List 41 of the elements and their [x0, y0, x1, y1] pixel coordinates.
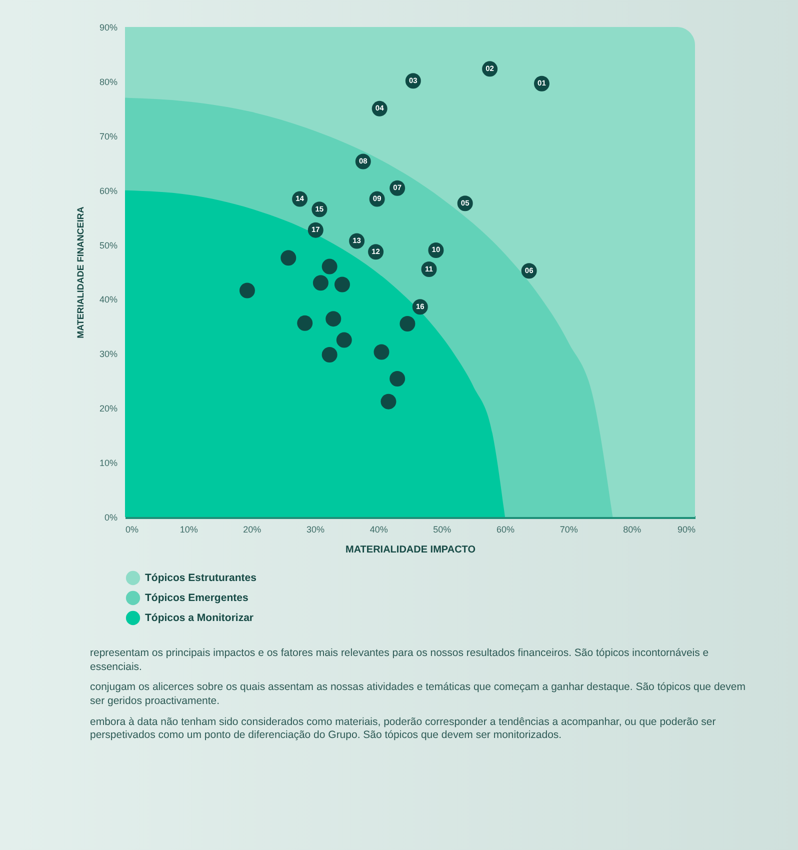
x-tick-label: 70% [560, 524, 578, 534]
legend-label: Tópicos a Monitorizar [145, 612, 254, 624]
text: representam os principais impactos e os fatores mais relevantes para os nossos resultados financeiros. São tópicos incontornáveis e essenciais. [90, 647, 710, 674]
y-tick-label: 50% [99, 240, 118, 250]
y-tick-label: 40% [99, 294, 118, 305]
point [390, 370, 406, 386]
point [334, 276, 350, 292]
point [400, 316, 416, 332]
x-tick-label: 0% [126, 524, 139, 534]
point [297, 315, 313, 331]
y-tick-label: 90% [99, 22, 118, 32]
point [380, 394, 396, 410]
point [374, 344, 390, 360]
point [239, 282, 255, 298]
y-tick-label: 30% [99, 349, 118, 360]
legend-label: Tópicos Estruturantes [145, 572, 257, 584]
x-tick-label: 80% [623, 524, 642, 534]
point [326, 311, 342, 327]
y-tick-label: 60% [99, 186, 118, 196]
y-axis-title: MATERIALIDADE FINANCEIRA [75, 206, 86, 338]
x-tick-label: 20% [243, 524, 262, 534]
y-tick-label: 80% [99, 76, 118, 87]
x-tick-label: 50% [433, 524, 452, 534]
x-tick-label: 40% [370, 524, 388, 534]
legend-label: Tópicos Emergentes [145, 592, 248, 604]
point [336, 332, 352, 348]
text: embora à data não tenham sido considerados como materiais, poderão corresponder a tendências a acompanhar, ou que poderão ser perspetivados como um ponto de diferenciação do Grupo. São tópicos que devem ser monitorizados. [90, 716, 717, 743]
point [322, 347, 338, 362]
point [312, 275, 328, 291]
x-tick-label: 30% [306, 524, 325, 534]
y-tick-label: 70% [99, 131, 118, 142]
y-tick-label: 0% [104, 512, 118, 522]
point [280, 250, 296, 266]
point [322, 258, 338, 274]
x-tick-label: 10% [180, 524, 198, 534]
x-tick-label: 60% [496, 524, 515, 534]
y-tick-label: 20% [99, 404, 118, 414]
x-tick-label: 90% [677, 524, 696, 534]
y-tick-label: 10% [99, 458, 118, 468]
text: conjugam os alicerces sobre os quais assentam as nossas atividades e temáticas que começam a ganhar destaque. São tópicos que devem ser geridos proactivamente. [90, 681, 746, 709]
x-axis-title: MATERIALIDADE IMPACTO [346, 544, 476, 556]
